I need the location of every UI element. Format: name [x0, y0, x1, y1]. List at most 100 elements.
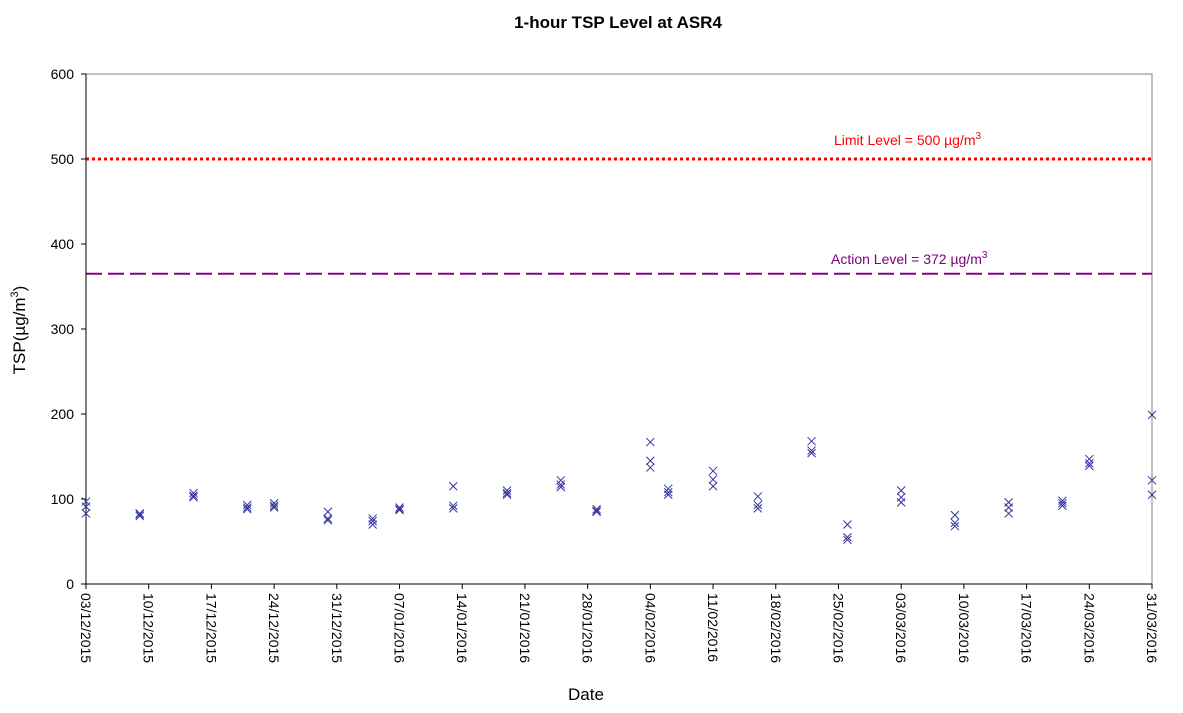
data-point: [807, 448, 816, 458]
reference-line-label: Action Level = 372 µg/m3: [831, 250, 988, 267]
data-point: [950, 510, 960, 520]
data-point: [448, 501, 458, 511]
data-point: [135, 509, 145, 519]
data-point: [269, 501, 279, 511]
data-point: [323, 515, 333, 525]
x-tick-label: 17/03/2016: [1019, 593, 1035, 663]
data-point: [556, 482, 566, 492]
data-points: [81, 410, 1157, 545]
data-point: [843, 535, 852, 545]
data-point: [242, 504, 252, 514]
data-point: [269, 498, 279, 508]
y-axis-label-sup: 3: [9, 291, 21, 297]
data-point: [1147, 475, 1157, 485]
data-point: [135, 511, 145, 521]
reference-line-label-sup: 3: [976, 131, 982, 142]
data-point: [502, 488, 512, 498]
y-axis-label: TSP(µg/m3): [9, 286, 29, 375]
data-point: [663, 487, 673, 497]
data-point: [1004, 509, 1014, 518]
y-tick-label: 300: [51, 321, 75, 337]
data-point: [645, 456, 655, 466]
y-tick-label: 0: [66, 576, 74, 592]
x-tick-label: 18/02/2016: [768, 593, 784, 663]
data-point: [556, 480, 566, 489]
chart-title: 1-hour TSP Level at ASR4: [514, 13, 722, 32]
data-point: [645, 463, 655, 472]
x-tick-label: 03/03/2016: [893, 593, 909, 663]
data-point: [323, 514, 333, 523]
y-tick-label: 200: [51, 406, 75, 422]
data-point: [950, 521, 960, 531]
x-tick-label: 28/01/2016: [580, 593, 596, 663]
data-point: [1058, 501, 1067, 511]
data-point: [896, 486, 906, 495]
x-tick-label: 10/12/2015: [141, 593, 157, 663]
reference-line-label-sup: 3: [982, 250, 988, 261]
y-axis-label-close: ): [10, 286, 29, 292]
data-point: [592, 507, 601, 517]
x-tick-label: 17/12/2015: [203, 593, 219, 663]
data-point: [708, 481, 718, 491]
data-point: [1147, 490, 1157, 500]
data-point: [556, 475, 566, 485]
data-point: [395, 503, 404, 512]
data-point: [1084, 454, 1094, 464]
reference-lines: Limit Level = 500 µg/m3 Action Level = 37…: [86, 131, 1152, 275]
y-tick-label: 600: [51, 66, 75, 82]
y-axis: 0 100 200 300 400 500 600: [51, 66, 87, 592]
data-point: [807, 446, 816, 455]
data-point: [368, 516, 378, 526]
data-point: [753, 500, 763, 510]
data-point: [592, 504, 601, 514]
data-point: [708, 475, 718, 484]
data-point: [1084, 458, 1094, 468]
data-point: [368, 520, 378, 529]
data-point: [189, 491, 198, 500]
data-point: [807, 436, 816, 446]
data-point: [269, 503, 279, 512]
y-tick-label: 100: [51, 491, 75, 507]
x-tick-label: 10/03/2016: [956, 593, 972, 663]
y-tick-label: 500: [51, 151, 75, 167]
data-point: [663, 490, 673, 500]
data-point: [395, 505, 404, 515]
data-point: [242, 503, 252, 512]
data-point: [448, 503, 458, 513]
data-point: [135, 509, 145, 518]
reference-line-label: Limit Level = 500 µg/m3: [834, 131, 982, 148]
x-tick-label: 31/03/2016: [1144, 593, 1160, 663]
data-point: [753, 503, 763, 513]
x-tick-label: 03/12/2015: [78, 593, 94, 663]
data-point: [395, 504, 404, 514]
x-tick-label: 07/01/2016: [392, 593, 408, 663]
x-tick-label: 04/02/2016: [642, 593, 658, 663]
x-tick-label: 21/01/2016: [517, 593, 533, 663]
x-tick-label: 24/12/2015: [266, 593, 282, 663]
x-tick-label: 31/12/2015: [329, 593, 345, 663]
data-point: [592, 506, 601, 516]
data-point: [323, 507, 333, 517]
x-axis-label: Date: [568, 685, 604, 704]
data-point: [448, 481, 458, 491]
y-tick-label: 400: [51, 236, 75, 252]
data-point: [502, 486, 512, 495]
data-point: [242, 500, 252, 510]
x-tick-label: 25/02/2016: [830, 593, 846, 663]
data-point: [81, 502, 91, 512]
data-point: [189, 488, 198, 498]
data-point: [708, 466, 718, 476]
data-point: [950, 518, 960, 528]
data-point: [753, 492, 763, 501]
x-tick-label: 14/01/2016: [454, 593, 470, 663]
data-point: [843, 520, 852, 529]
data-point: [1147, 410, 1157, 420]
data-point: [1058, 498, 1067, 508]
data-point: [81, 509, 91, 518]
data-point: [843, 532, 852, 542]
data-point: [896, 498, 906, 507]
data-point: [1084, 461, 1094, 471]
data-point: [645, 437, 655, 447]
x-tick-label: 24/03/2016: [1081, 593, 1097, 663]
